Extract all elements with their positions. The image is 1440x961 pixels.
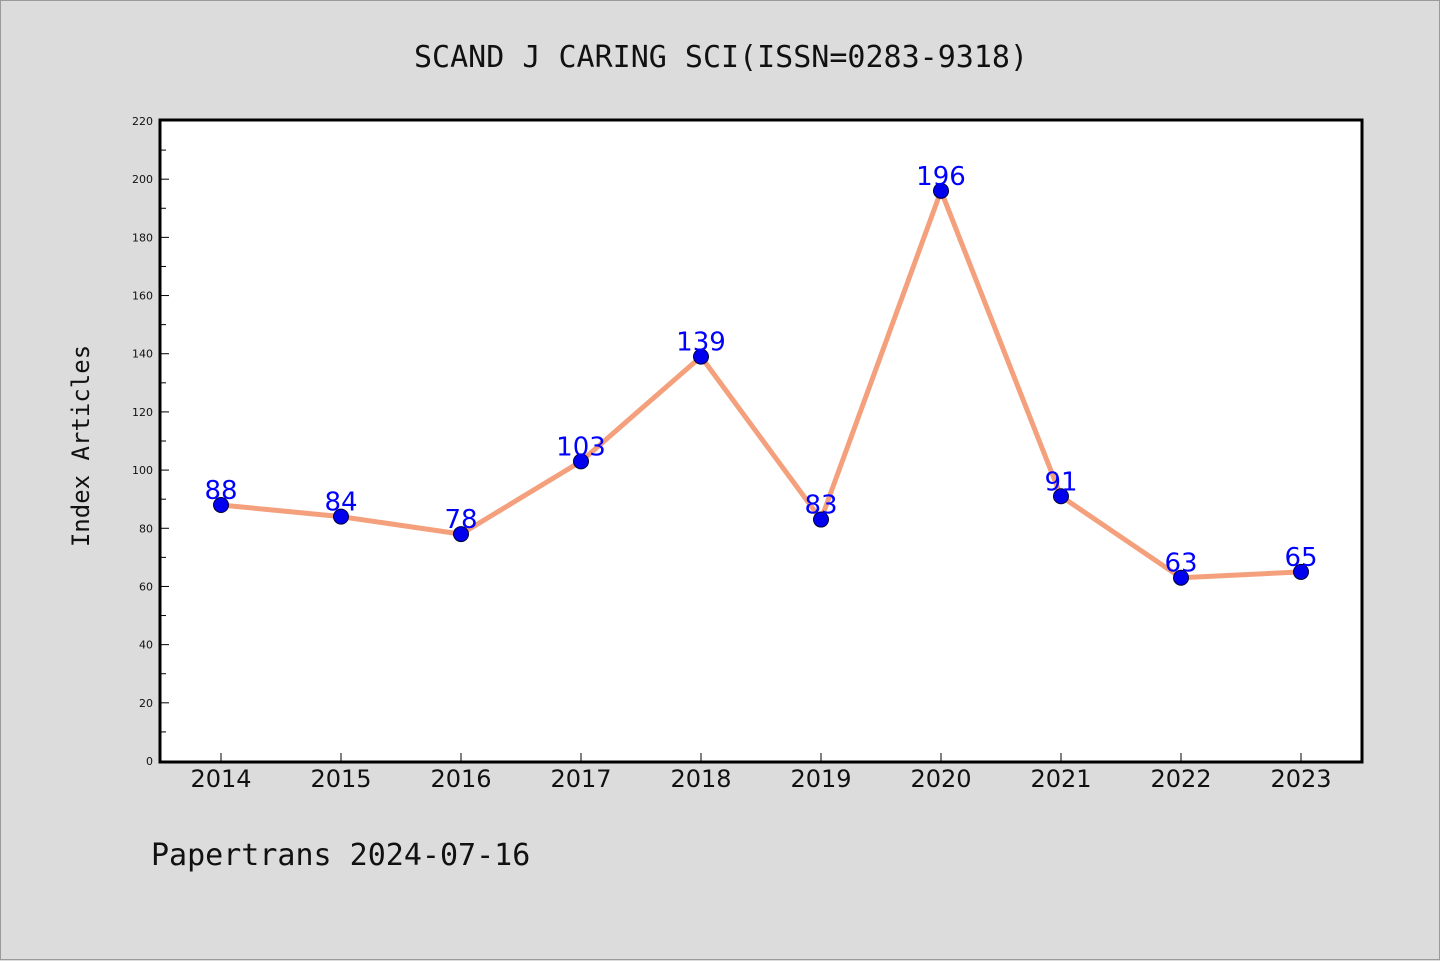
x-tick-label: 2018	[670, 765, 731, 793]
data-point-marker	[693, 348, 709, 365]
data-point-marker	[1053, 488, 1069, 505]
data-point-marker	[333, 508, 349, 525]
x-tick-label: 2014	[190, 765, 251, 793]
chart-title: SCAND J CARING SCI(ISSN=0283-9318)	[414, 40, 1028, 75]
y-tick-label: 200	[132, 173, 153, 186]
data-point-marker	[813, 511, 829, 528]
data-value-label: 88	[204, 476, 237, 506]
series-line-group	[218, 188, 1304, 581]
x-tick-label: 2019	[790, 765, 851, 793]
x-tick-label: 2015	[310, 765, 371, 793]
y-tick-label: 120	[132, 406, 153, 419]
x-axis-ticks: 2014 2015 2016 2017 2018 2019 2020 2021 2022 2023	[190, 753, 1332, 793]
data-value-label: 84	[324, 488, 357, 518]
y-tick-label: 60	[139, 580, 153, 593]
data-point-marker	[933, 182, 949, 199]
data-value-label: 196	[916, 162, 966, 192]
data-labels: 88 84 78 103 139 83 196 91 63 65	[204, 162, 1317, 579]
data-value-label: 139	[676, 328, 726, 358]
y-tick-label: 220	[132, 115, 153, 128]
data-point-marker	[213, 497, 229, 513]
y-tick-label: 180	[132, 231, 153, 244]
x-tick-label: 2022	[1150, 765, 1211, 793]
footer-source-date: Papertrans 2024-07-16	[151, 838, 530, 873]
x-tick-label: 2023	[1270, 765, 1331, 793]
y-tick-label: 80	[139, 522, 153, 535]
y-tick-label: 40	[139, 639, 153, 652]
y-tick-label: 140	[132, 348, 153, 361]
data-point-marker	[1293, 563, 1309, 580]
x-tick-label: 2021	[1030, 765, 1091, 793]
y-axis-label: Index Articles	[67, 345, 95, 547]
data-markers	[213, 182, 1309, 586]
data-point-marker	[1173, 569, 1189, 586]
data-point-marker	[453, 526, 469, 543]
y-tick-label: 0	[146, 755, 153, 768]
y-tick-label: 20	[139, 697, 153, 710]
y-tick-label: 100	[132, 464, 153, 477]
x-tick-label: 2016	[430, 765, 491, 793]
data-value-label: 83	[804, 491, 837, 521]
series-line	[218, 188, 1304, 581]
x-tick-label: 2020	[910, 765, 971, 793]
data-value-label: 103	[556, 432, 606, 462]
data-value-label: 63	[1164, 549, 1197, 579]
data-value-label: 78	[444, 505, 477, 535]
y-tick-label: 160	[132, 290, 153, 303]
data-value-label: 91	[1044, 467, 1077, 497]
y-axis-ticks: 0 20 40 60 80 100 120 140 160 180 200 220	[132, 115, 169, 768]
data-point-marker	[573, 453, 589, 470]
x-tick-label: 2017	[550, 765, 611, 793]
data-value-label: 65	[1284, 543, 1317, 573]
